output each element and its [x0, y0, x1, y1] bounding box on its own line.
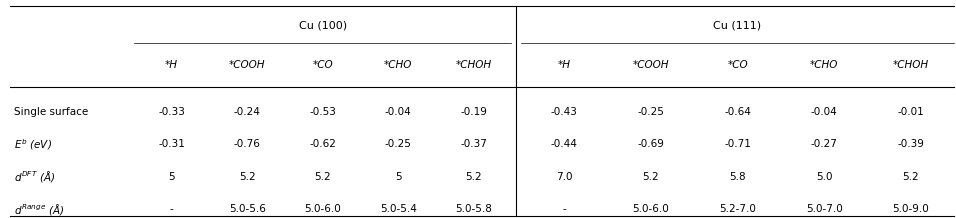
Text: -0.31: -0.31 — [158, 139, 185, 149]
Text: 5.8: 5.8 — [729, 172, 746, 182]
Text: -0.76: -0.76 — [233, 139, 261, 149]
Text: -0.25: -0.25 — [384, 139, 412, 149]
Text: *CHO: *CHO — [810, 60, 838, 70]
Text: -0.27: -0.27 — [811, 139, 837, 149]
Text: 5.0-6.0: 5.0-6.0 — [304, 204, 341, 214]
Text: *COOH: *COOH — [633, 60, 669, 70]
Text: 5.0-7.0: 5.0-7.0 — [806, 204, 842, 214]
Text: -0.04: -0.04 — [811, 107, 837, 117]
Text: -0.43: -0.43 — [551, 107, 577, 117]
Text: 5: 5 — [395, 172, 402, 182]
Text: 5.2: 5.2 — [902, 172, 919, 182]
Text: *CHOH: *CHOH — [893, 60, 929, 70]
Text: Single surface: Single surface — [14, 107, 89, 117]
Text: *CHO: *CHO — [384, 60, 412, 70]
Text: 5.0-5.4: 5.0-5.4 — [380, 204, 417, 214]
Text: -0.01: -0.01 — [898, 107, 924, 117]
Text: *COOH: *COOH — [228, 60, 266, 70]
Text: -0.37: -0.37 — [460, 139, 488, 149]
Text: 5.0-5.8: 5.0-5.8 — [455, 204, 492, 214]
Text: -0.24: -0.24 — [233, 107, 261, 117]
Text: -0.71: -0.71 — [724, 139, 751, 149]
Text: -0.64: -0.64 — [724, 107, 751, 117]
Text: *H: *H — [165, 60, 178, 70]
Text: *CO: *CO — [728, 60, 748, 70]
Text: 5.2: 5.2 — [239, 172, 255, 182]
Text: Cu (100): Cu (100) — [298, 21, 347, 31]
Text: $d^{DFT}$ (Å): $d^{DFT}$ (Å) — [14, 169, 55, 184]
Text: -0.44: -0.44 — [551, 139, 577, 149]
Text: 7.0: 7.0 — [556, 172, 573, 182]
Text: -0.53: -0.53 — [309, 107, 337, 117]
Text: -0.04: -0.04 — [385, 107, 411, 117]
Text: 5.0-9.0: 5.0-9.0 — [892, 204, 929, 214]
Text: -0.33: -0.33 — [158, 107, 185, 117]
Text: 5.0-5.6: 5.0-5.6 — [228, 204, 266, 214]
Text: Cu (111): Cu (111) — [713, 21, 762, 31]
Text: -0.19: -0.19 — [460, 107, 488, 117]
Text: -: - — [562, 204, 566, 214]
Text: *CHOH: *CHOH — [456, 60, 491, 70]
Text: 5: 5 — [168, 172, 175, 182]
Text: $d^{Range}$ (Å): $d^{Range}$ (Å) — [14, 202, 65, 216]
Text: 5.2: 5.2 — [315, 172, 331, 182]
Text: *H: *H — [558, 60, 571, 70]
Text: -0.25: -0.25 — [638, 107, 664, 117]
Text: -0.62: -0.62 — [309, 139, 337, 149]
Text: *CO: *CO — [313, 60, 333, 70]
Text: -0.39: -0.39 — [898, 139, 924, 149]
Text: 5.2-7.0: 5.2-7.0 — [719, 204, 756, 214]
Text: -: - — [170, 204, 173, 214]
Text: -0.69: -0.69 — [638, 139, 664, 149]
Text: 5.2: 5.2 — [466, 172, 482, 182]
Text: $E^b$ (eV): $E^b$ (eV) — [14, 137, 53, 152]
Text: 5.0: 5.0 — [815, 172, 833, 182]
Text: 5.2: 5.2 — [642, 172, 660, 182]
Text: 5.0-6.0: 5.0-6.0 — [633, 204, 669, 214]
